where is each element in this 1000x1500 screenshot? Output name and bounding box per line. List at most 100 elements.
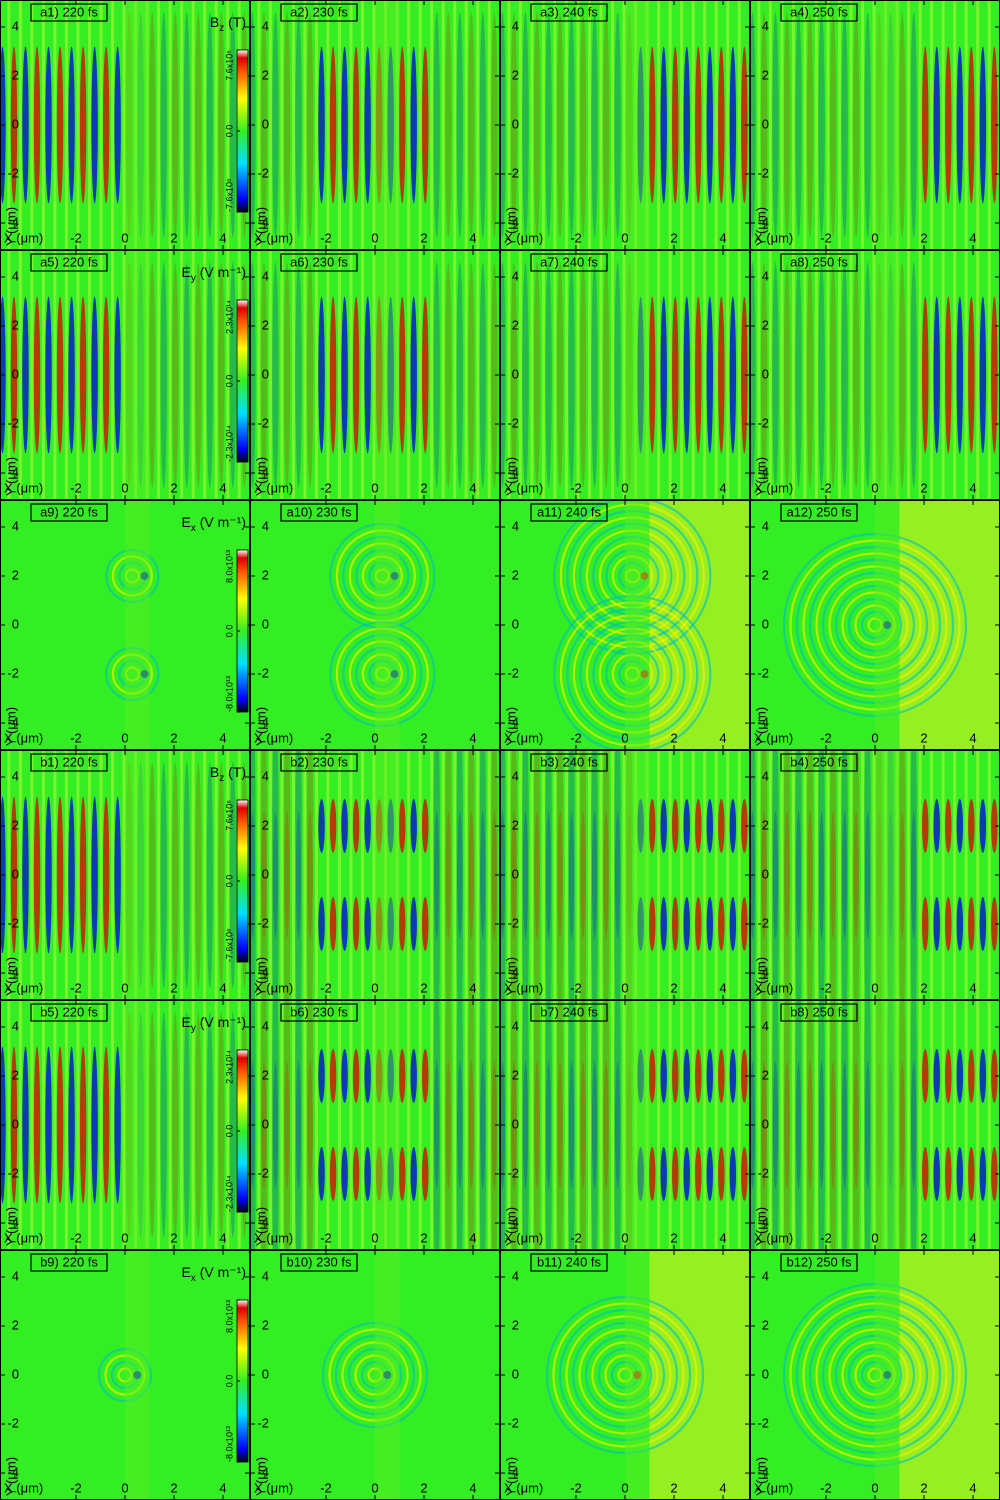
field-texture bbox=[337, 1000, 341, 1250]
field-texture bbox=[295, 12, 302, 238]
field-texture bbox=[803, 750, 807, 1000]
field-texture bbox=[741, 897, 748, 951]
field-texture bbox=[783, 262, 791, 488]
y-tick-label: 0 bbox=[512, 366, 519, 381]
field-texture bbox=[683, 1049, 690, 1103]
field-texture bbox=[660, 46, 667, 204]
field-texture bbox=[791, 0, 795, 250]
y-tick-label: 4 bbox=[512, 1268, 519, 1283]
field-texture bbox=[303, 250, 307, 500]
field-texture bbox=[987, 1000, 991, 1250]
field-texture bbox=[899, 500, 1000, 750]
y-axis-label: Y (μm) bbox=[503, 707, 518, 746]
field-texture bbox=[553, 0, 557, 250]
x-tick-label: 0 bbox=[621, 230, 628, 245]
field-texture bbox=[456, 750, 464, 939]
x-tick-label: 0 bbox=[371, 730, 378, 745]
x-tick-label: 4 bbox=[219, 1230, 226, 1245]
title-box bbox=[280, 253, 358, 272]
field-texture bbox=[500, 750, 506, 939]
field-texture bbox=[602, 1061, 610, 1250]
y-tick-label: 4 bbox=[512, 1018, 519, 1033]
y-tick-label: -4 bbox=[257, 1464, 269, 1479]
field-texture bbox=[795, 12, 802, 238]
field-texture bbox=[695, 296, 702, 454]
field-texture bbox=[295, 750, 302, 939]
field-texture bbox=[956, 296, 964, 454]
field-texture bbox=[622, 1000, 626, 1250]
x-tick-label: 2 bbox=[170, 480, 177, 495]
y-tick-label: 4 bbox=[762, 1268, 769, 1283]
x-axis-label: X (μm) bbox=[504, 480, 543, 495]
x-tick-label: -2 bbox=[70, 980, 82, 995]
field-texture bbox=[780, 0, 784, 250]
x-tick-label: 0 bbox=[871, 730, 878, 745]
field-texture bbox=[418, 0, 422, 250]
panel: -2 0 2 4 -4 -2 0 2 4 X (μm)Y (μm) a3) 240 fs bbox=[500, 0, 750, 250]
field-texture bbox=[149, 1012, 156, 1238]
y-axis-label: Y (μm) bbox=[253, 1207, 268, 1246]
title-box bbox=[30, 3, 108, 22]
field-texture bbox=[422, 799, 429, 853]
field-texture bbox=[45, 796, 52, 954]
field-texture bbox=[726, 250, 730, 500]
x-tick-label: -2 bbox=[70, 1480, 82, 1495]
field-texture bbox=[680, 0, 684, 250]
field-texture bbox=[168, 1000, 172, 1250]
x-tick-label: 4 bbox=[219, 730, 226, 745]
x-tick-label: 4 bbox=[969, 480, 976, 495]
panel-title: b8) 250 fs bbox=[790, 1004, 848, 1019]
field-texture bbox=[476, 0, 480, 250]
field-texture bbox=[87, 750, 91, 1000]
field-texture bbox=[364, 46, 371, 204]
field-texture bbox=[564, 0, 568, 250]
field-texture bbox=[814, 750, 818, 1000]
x-tick-label: -2 bbox=[570, 230, 582, 245]
x-axis-label: X (μm) bbox=[4, 1230, 43, 1245]
panel: -2 0 2 4 -4 -2 0 2 4 X (μm)Y (μm) a9) 220 fs Ex (V … bbox=[0, 500, 250, 750]
field-texture bbox=[587, 1000, 591, 1250]
field-texture bbox=[491, 811, 498, 1000]
field-texture bbox=[468, 811, 475, 1000]
field-texture bbox=[530, 750, 534, 1000]
field-texture bbox=[968, 1147, 975, 1201]
y-axis-label: Y (μm) bbox=[753, 1457, 768, 1496]
field-texture bbox=[326, 0, 330, 250]
field-texture bbox=[479, 750, 487, 939]
x-tick-label: 4 bbox=[469, 1480, 476, 1495]
y-tick-label: 0 bbox=[262, 116, 269, 131]
y-tick-label: 0 bbox=[512, 1366, 519, 1381]
field-texture bbox=[361, 250, 365, 500]
field-texture bbox=[76, 1000, 80, 1250]
field-texture bbox=[791, 250, 795, 500]
field-texture bbox=[522, 1000, 529, 1189]
y-tick-label: -4 bbox=[257, 714, 269, 729]
field-texture bbox=[341, 296, 348, 454]
field-texture bbox=[591, 262, 598, 488]
field-texture bbox=[456, 262, 464, 488]
title-box bbox=[30, 1253, 108, 1272]
field-texture bbox=[375, 0, 400, 250]
field-texture bbox=[318, 296, 325, 454]
y-axis-label: Y (μm) bbox=[3, 207, 18, 246]
x-tick-label: -2 bbox=[820, 730, 832, 745]
field-texture bbox=[737, 250, 741, 500]
field-texture bbox=[875, 1250, 900, 1500]
x-axis-label: X (μm) bbox=[754, 1230, 793, 1245]
field-texture bbox=[453, 750, 457, 1000]
field-texture bbox=[953, 250, 957, 500]
colorbar-subscript: z bbox=[219, 23, 224, 34]
field-texture bbox=[203, 750, 207, 1000]
field-texture bbox=[306, 750, 314, 939]
field-texture bbox=[329, 296, 337, 454]
heatmap bbox=[750, 750, 1000, 1000]
field-texture bbox=[149, 262, 156, 488]
field-texture bbox=[306, 12, 314, 238]
x-tick-label: -2 bbox=[820, 230, 832, 245]
field-texture bbox=[683, 46, 690, 204]
field-texture bbox=[533, 1000, 541, 1189]
x-tick-label: 0 bbox=[371, 1230, 378, 1245]
field-texture bbox=[680, 250, 684, 500]
field-texture bbox=[783, 12, 791, 238]
colorbar-symbol: E bbox=[182, 1014, 191, 1030]
